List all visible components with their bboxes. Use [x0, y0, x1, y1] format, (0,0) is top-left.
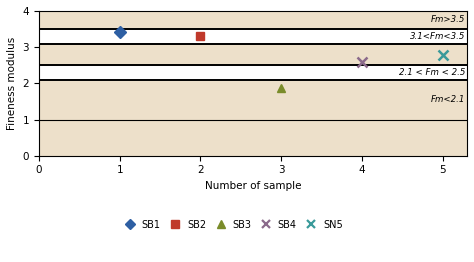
Legend: SB1, SB2, SB3, SB4, SN5: SB1, SB2, SB3, SB4, SN5 — [117, 216, 346, 233]
Text: Fm<2.1: Fm<2.1 — [431, 95, 465, 104]
Bar — [39, 65, 467, 80]
Text: 2.1 < Fm < 2.5: 2.1 < Fm < 2.5 — [399, 68, 465, 77]
Text: 3.1<Fm<3.5: 3.1<Fm<3.5 — [410, 32, 465, 41]
Y-axis label: Fineness modulus: Fineness modulus — [7, 37, 17, 130]
Bar — [39, 29, 467, 43]
Text: Fm>3.5: Fm>3.5 — [431, 15, 465, 24]
X-axis label: Number of sample: Number of sample — [205, 181, 301, 191]
